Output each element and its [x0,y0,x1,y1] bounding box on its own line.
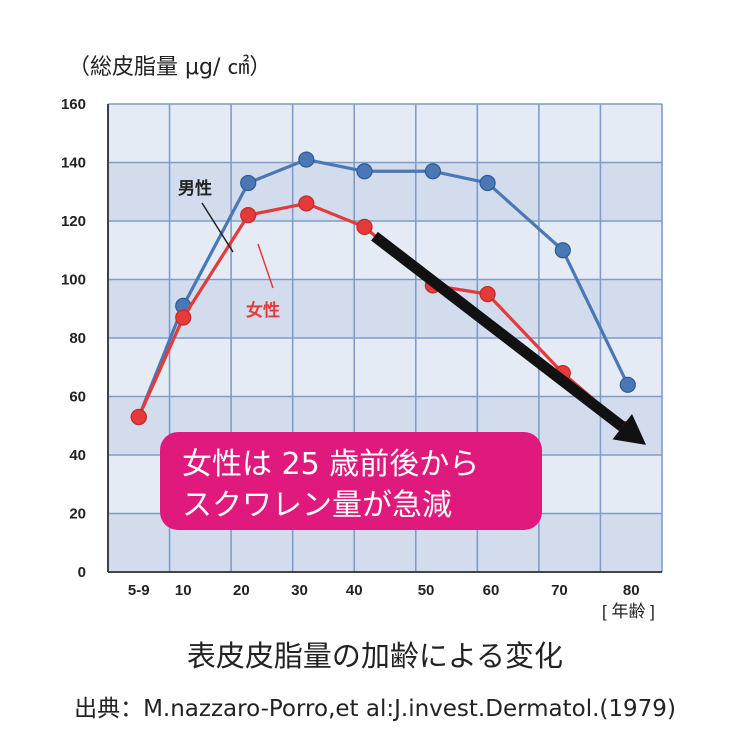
trend-arrow-head [612,413,647,445]
male-label: 男性 [178,178,212,199]
female-label: 女性 [246,300,280,321]
y-tick-label: 80 [69,330,86,347]
x-tick-label: 30 [291,582,308,599]
y-tick-label: 20 [69,506,86,523]
trend-arrow [371,231,647,445]
x-tick-label: 40 [346,582,363,599]
figure-caption: 表皮皮脂量の加齢による変化 [187,639,563,673]
y-tick-label: 60 [69,389,86,406]
data-point [479,174,496,192]
data-point [424,163,441,180]
data-point [554,242,571,259]
band-140 [108,104,662,163]
data-point [356,218,373,235]
x-tick-label: 50 [418,582,435,599]
x-tick-label: 80 [623,582,640,599]
data-point [175,309,192,326]
x-tick-label: 10 [175,582,192,599]
y-axis-ticks: 0 20 40 60 80 100 120 140 160 [61,96,86,581]
data-point [130,408,147,426]
series-lines [130,151,636,437]
data-point [356,163,373,180]
callout: 女性は 25 歳前後から スクワレン量が急減 [160,432,542,530]
x-tick-label: 60 [483,582,500,599]
data-point [298,195,315,212]
x-tick-label: 20 [233,582,250,599]
x-tick-label: 5-9 [128,582,150,599]
female-leader-line [257,243,274,289]
callout-box [160,432,542,530]
data-point [240,207,257,224]
x-axis-ticks: 5-9 10 20 30 40 50 60 70 80 [128,582,640,599]
y-tick-label: 100 [61,272,86,289]
data-point [240,174,257,192]
trend-arrow-shaft [371,231,626,432]
y-axis-unit-label: （総皮脂量 μg/ ㎠） [68,54,271,80]
callout-line-2: スクワレン量が急減 [182,488,452,523]
x-axis-unit-label: [ 年齢 ] [602,602,655,621]
data-point [298,151,315,168]
male-leader-line [201,202,234,253]
x-tick-label: 70 [551,582,568,599]
y-tick-label: 140 [61,155,86,172]
callout-line-1: 女性は 25 歳前後から [182,447,479,482]
y-tick-label: 40 [69,447,86,464]
y-tick-label: 160 [61,96,86,113]
y-tick-label: 0 [78,564,86,581]
data-point [479,286,496,303]
source-citation: 出典：M.nazzaro-Porro,et al:J.invest.Dermat… [74,696,676,722]
male-series-tag: 男性 [178,178,234,253]
y-tick-label: 120 [61,213,86,230]
data-point [619,376,636,393]
female-series-tag: 女性 [246,243,280,321]
